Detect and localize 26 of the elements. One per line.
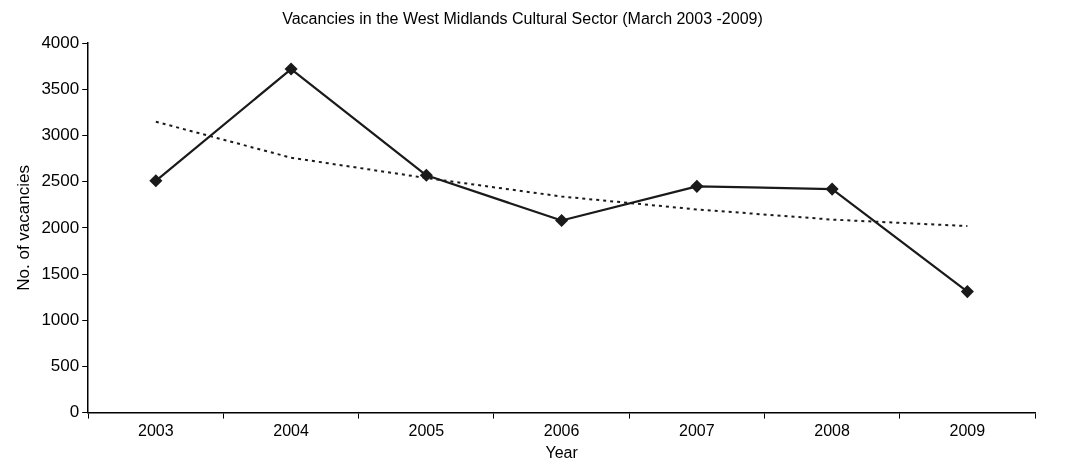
y-tick-label: 1500 — [41, 263, 80, 283]
chart-title: Vacancies in the West Midlands Cultural Sector (March 2003 -2009) — [282, 10, 763, 28]
x-tick-label: 2005 — [408, 421, 445, 439]
x-tick-label: 2008 — [814, 421, 851, 439]
x-tick-label: 2006 — [543, 421, 580, 439]
point — [555, 214, 568, 227]
point — [420, 169, 433, 182]
y-tick-label: 3500 — [41, 79, 80, 99]
y-tick-label: 2500 — [41, 171, 80, 191]
point — [149, 174, 162, 187]
y-tick-label: 3000 — [41, 125, 80, 145]
y-axis-title: No. of vacancies — [13, 165, 33, 291]
y-tick-label: 500 — [50, 356, 80, 376]
x-tick-label: 2003 — [138, 421, 174, 439]
point — [826, 183, 839, 196]
point — [285, 62, 298, 76]
x-tick-label: 2004 — [273, 421, 309, 439]
y-tick-label: 2000 — [41, 217, 80, 237]
point — [961, 285, 974, 298]
y-tick-label: 0 — [69, 402, 80, 422]
x-axis-title: Year — [545, 443, 579, 461]
point — [690, 180, 703, 193]
y-tick-label: 1000 — [41, 309, 80, 329]
y-tick-label: 4000 — [41, 32, 80, 52]
x-tick-label: 2009 — [949, 421, 986, 439]
x-tick-label: 2007 — [679, 421, 715, 439]
